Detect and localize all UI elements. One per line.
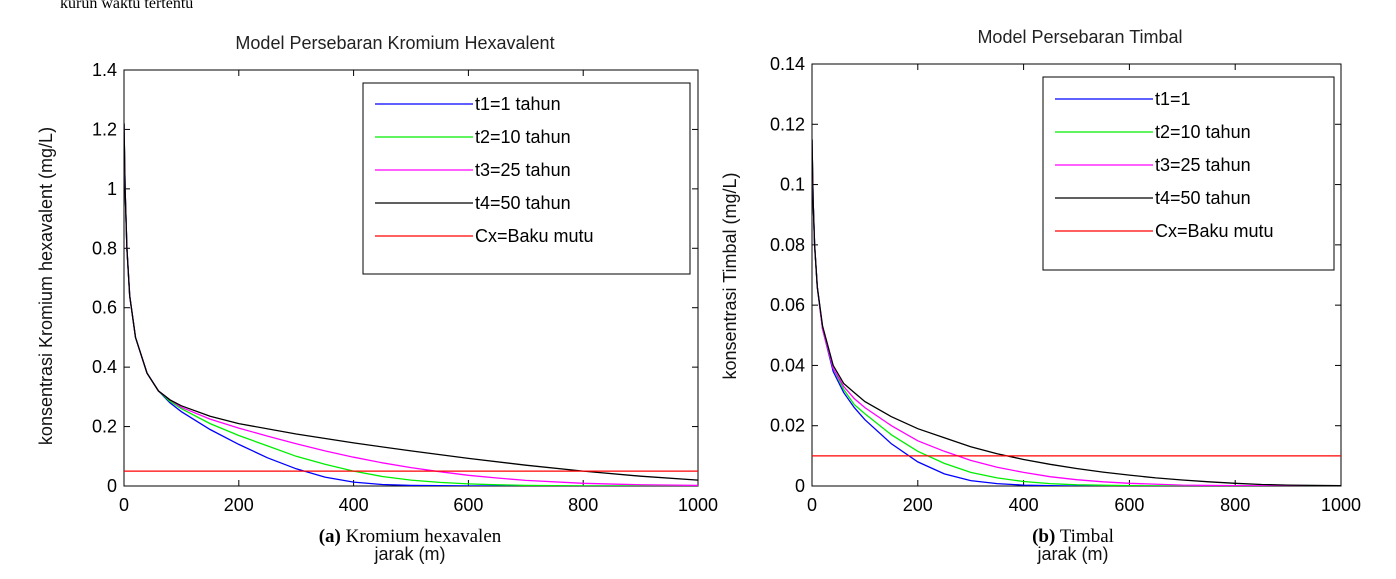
x-tick-label: 400 [1009,495,1039,515]
y-tick-label: 0.2 [92,417,117,437]
y-tick-label: 0.06 [770,295,805,315]
y-tick-label: 0 [107,476,117,496]
x-tick-label: 800 [1220,495,1250,515]
series-line-4 [812,139,1341,486]
x-tick-label: 400 [339,495,369,515]
x-tick-label: 1000 [1321,495,1361,515]
header-fragment: kurun waktu tertentu [60,0,193,12]
y-tick-label: 0.08 [770,235,805,255]
x-tick-label: 800 [568,495,598,515]
caption-tag: (b) [1032,526,1055,547]
caption-tag: (a) [319,526,341,547]
x-tick-label: 600 [453,495,483,515]
legend-entry: t1=1 tahun [475,94,561,114]
x-tick-label: 0 [807,495,817,515]
x-tick-label: 200 [903,495,933,515]
legend-box [362,82,691,275]
legend-entry: t1=1 [1155,89,1191,109]
caption-text: Kromium hexavalen [341,526,502,547]
legend-entry: t3=25 tahun [475,160,571,180]
legend-entry: t2=10 tahun [1155,122,1251,142]
y-axis-label: konsentrasi Kromium hexavalent (mg/L) [36,127,56,445]
x-tick-label: 0 [119,495,129,515]
legend-entry: t4=50 tahun [1155,188,1251,208]
x-axis-label: jarak (m) [374,544,446,564]
legend-entry: Cx=Baku mutu [475,226,594,246]
x-tick-label: 1000 [678,495,718,515]
chart-title: Model Persebaran Timbal [977,27,1182,47]
chart-timbal: Model Persebaran Timbal konsentrasi Timb… [720,27,1361,564]
y-tick-label: 0 [795,476,805,496]
y-axis-label: konsentrasi Timbal (mg/L) [720,172,740,379]
figure-caption: (a) Kromium hexavalen [319,526,502,547]
legend-entry: t2=10 tahun [475,127,571,147]
legend-entry: t4=50 tahun [475,193,571,213]
y-tick-label: 1.4 [92,60,117,80]
y-tick-label: 0.8 [92,238,117,258]
series-line-4 [124,123,698,481]
y-tick-label: 0.1 [780,175,805,195]
figure-caption: (b) Timbal [1032,526,1114,547]
y-tick-label: 1 [107,179,117,199]
y-tick-label: 0.4 [92,357,117,377]
x-tick-label: 200 [224,495,254,515]
x-tick-label: 600 [1114,495,1144,515]
chart-kromium: Model Persebaran Kromium Hexavalent kons… [36,33,718,564]
legend-entry: Cx=Baku mutu [1155,221,1274,241]
legend-entry: t3=25 tahun [1155,155,1251,175]
y-tick-label: 0.02 [770,416,805,436]
y-tick-label: 0.04 [770,355,805,375]
y-tick-label: 1.2 [92,119,117,139]
y-tick-label: 0.6 [92,298,117,318]
y-tick-label: 0.12 [770,114,805,134]
chart-title: Model Persebaran Kromium Hexavalent [235,33,554,53]
y-tick-label: 0.14 [770,54,805,74]
caption-text: Timbal [1055,526,1114,547]
plot-area: 0 0.02 0.04 0.06 0.08 0.1 0.12 0.14 0 200 400 600 80… [770,54,1361,515]
plot-area: 0 0.2 0.4 0.6 0.8 1 1.2 1.4 0 200 400 600 800 1000 t1=… [92,60,718,515]
x-axis-label: jarak (m) [1037,544,1109,564]
legend-box [1042,76,1335,271]
